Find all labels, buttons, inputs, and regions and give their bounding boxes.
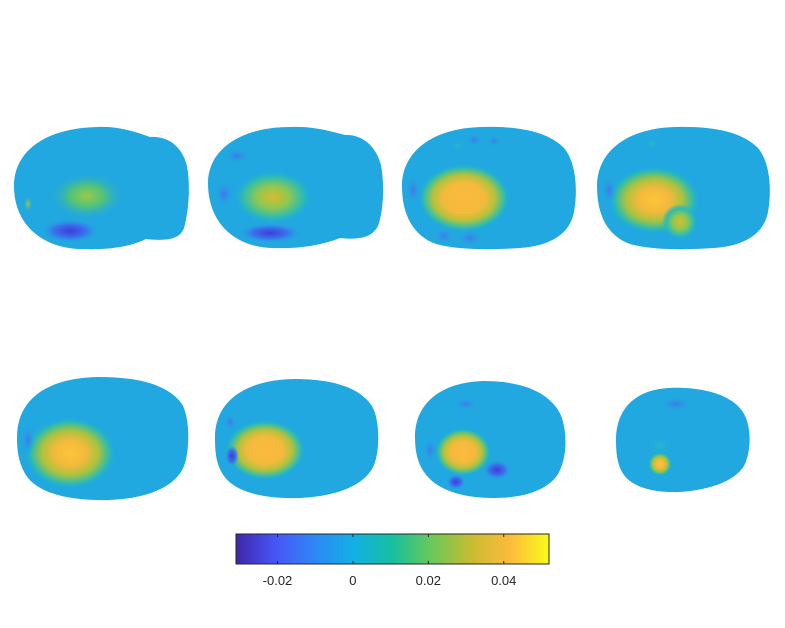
cold-region: [225, 445, 239, 467]
colorbar-frame: [235, 533, 550, 565]
cold-region: [423, 438, 437, 462]
brain-slice-1: [14, 126, 189, 250]
cold-region: [223, 148, 251, 164]
brain-slice-6: [215, 379, 379, 499]
brain-slice-8: [616, 387, 750, 493]
cold-region: [660, 397, 692, 411]
brain-slice-2: [208, 126, 384, 249]
cold-region: [21, 424, 35, 456]
slice-outline: [415, 381, 566, 498]
teal-region: [450, 140, 466, 152]
hotspot: [648, 452, 672, 476]
hotspot: [233, 170, 313, 224]
cold-region: [601, 176, 617, 204]
colorbar-ticks: -0.02 0 0.02 0.04: [263, 534, 516, 588]
hotspot: [225, 420, 305, 480]
cold-region: [454, 398, 478, 410]
cold-region: [458, 230, 482, 246]
cold-region: [487, 135, 501, 147]
cold-region: [465, 133, 483, 147]
brain-slice-4: [597, 126, 770, 250]
colorbar-tick-label: 0.02: [416, 573, 441, 588]
teal-region: [644, 138, 660, 150]
hotspot: [418, 164, 510, 232]
cold-region: [483, 460, 511, 480]
colorbar-gradient: [236, 534, 549, 564]
brain-slice-3: [402, 126, 576, 250]
colorbar-tick-label: -0.02: [263, 573, 293, 588]
cold-region: [446, 474, 466, 490]
hotspot: [49, 172, 125, 220]
cold-region: [434, 228, 454, 244]
hotspot: [435, 428, 491, 476]
brain-slice-7: [415, 381, 566, 498]
colorbar: -0.02 0 0.02 0.04: [235, 533, 550, 588]
cold-region: [40, 219, 100, 243]
teal-region: [646, 436, 674, 456]
cold-region: [238, 223, 302, 243]
colorbar-tick-label: 0.04: [491, 573, 516, 588]
hotspot: [24, 417, 116, 489]
edge-spot: [23, 195, 33, 213]
colorbar-tick-label: 0: [349, 573, 356, 588]
cold-region: [214, 180, 234, 208]
brain-slice-5: [17, 377, 189, 501]
cold-region: [405, 176, 421, 204]
cold-region: [224, 413, 236, 431]
hotspot-extension: [662, 204, 698, 240]
